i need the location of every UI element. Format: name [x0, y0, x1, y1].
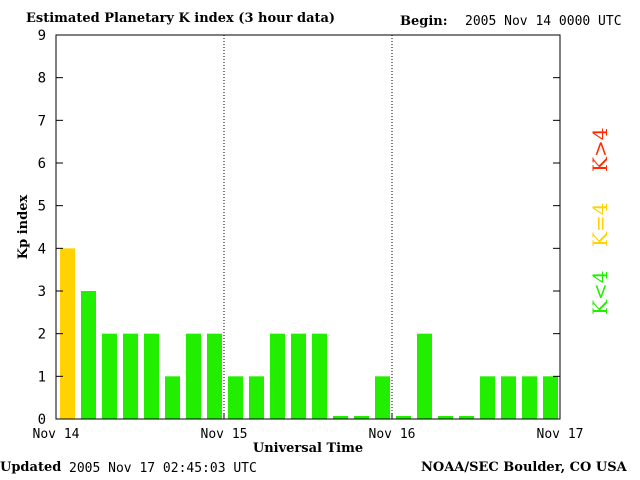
x-tick-label: Nov 15 [201, 427, 248, 442]
y-tick-label: 5 [38, 199, 46, 215]
begin-label: Begin: [400, 14, 448, 29]
kp-bar [165, 376, 180, 419]
y-tick-label: 4 [38, 241, 46, 257]
kp-bar [459, 416, 474, 419]
x-tick-label: Nov 16 [369, 427, 416, 442]
kp-bar [144, 333, 159, 419]
y-tick-label: 6 [38, 156, 46, 172]
kp-bar [396, 416, 411, 419]
x-axis-label: Universal Time [253, 441, 363, 456]
kp-bar [354, 416, 369, 419]
y-tick-label: 3 [38, 284, 46, 300]
kp-bar [417, 333, 432, 419]
y-tick-label: 8 [38, 71, 46, 87]
updated-value: 2005 Nov 17 02:45:03 UTC [69, 461, 257, 476]
kp-bar [522, 376, 537, 419]
kp-bar [123, 333, 138, 419]
kp-bar [102, 333, 117, 419]
chart-title: Estimated Planetary K index (3 hour data… [26, 11, 336, 26]
y-tick-label: 2 [38, 327, 46, 343]
y-tick-label: 9 [38, 28, 46, 44]
y-tick-label: 7 [38, 113, 46, 129]
kp-bar [480, 376, 495, 419]
y-axis-label: Kp index [16, 195, 31, 260]
updated-label: Updated [0, 460, 62, 475]
source-credit: NOAA/SEC Boulder, CO USA [421, 460, 627, 475]
legend-k-equal-4: K=4 [588, 202, 612, 247]
kp-bar [333, 416, 348, 419]
legend-k-less-4: K<4 [588, 270, 612, 315]
kp-bar [291, 333, 306, 419]
kp-bar [228, 376, 243, 419]
y-tick-label: 0 [38, 412, 46, 428]
legend-k-greater-4: K>4 [588, 127, 612, 172]
kp-bar [207, 333, 222, 419]
kp-bar [81, 291, 96, 419]
kp-bar [312, 333, 327, 419]
kp-bar [249, 376, 264, 419]
begin-value: 2005 Nov 14 0000 UTC [465, 14, 622, 29]
kp-bar [375, 376, 390, 419]
kp-bar [543, 376, 558, 419]
x-tick-label: Nov 14 [33, 427, 80, 442]
x-tick-label: Nov 17 [537, 427, 584, 442]
y-tick-label: 1 [38, 369, 46, 385]
plot-frame [55, 34, 561, 420]
kp-bar [60, 248, 75, 419]
kp-bar [186, 333, 201, 419]
kp-bar [438, 416, 453, 419]
kp-bar [270, 333, 285, 419]
kp-bar [501, 376, 516, 419]
